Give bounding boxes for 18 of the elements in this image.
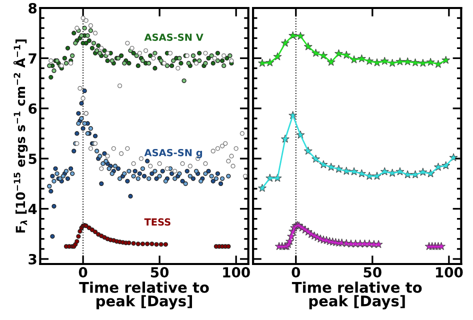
x-tick-label: 50 [364, 267, 382, 278]
y-tick-label: 3 [28, 254, 36, 264]
x-tick-label: 100 [436, 267, 463, 278]
y-tick-label: 7 [28, 53, 36, 64]
series-label: ASAS-SN g [144, 148, 202, 158]
y-tick-label: 4 [28, 204, 37, 214]
y-tick-label: 5 [28, 154, 36, 164]
x-axis-title: Time relative to peak [Days] [79, 282, 209, 310]
x-tick-label: 100 [223, 267, 250, 278]
series-label: ASAS-SN V [144, 34, 204, 41]
x-tick-label: 0 [292, 267, 300, 278]
x-tick-label: 50 [150, 267, 169, 278]
x-axis-title: Time relative to peak [Days] [292, 282, 422, 310]
text: F$_{λ}$ [10$^{−15}$ ergs s$^{−1}$ cm$^{−2}$ Å$^{−1}$] [13, 39, 28, 233]
y-tick-label: 6 [28, 103, 37, 114]
y-tick-label: 8 [28, 2, 37, 14]
x-tick-label: 0 [78, 267, 88, 278]
series-label: TESS [144, 218, 170, 226]
